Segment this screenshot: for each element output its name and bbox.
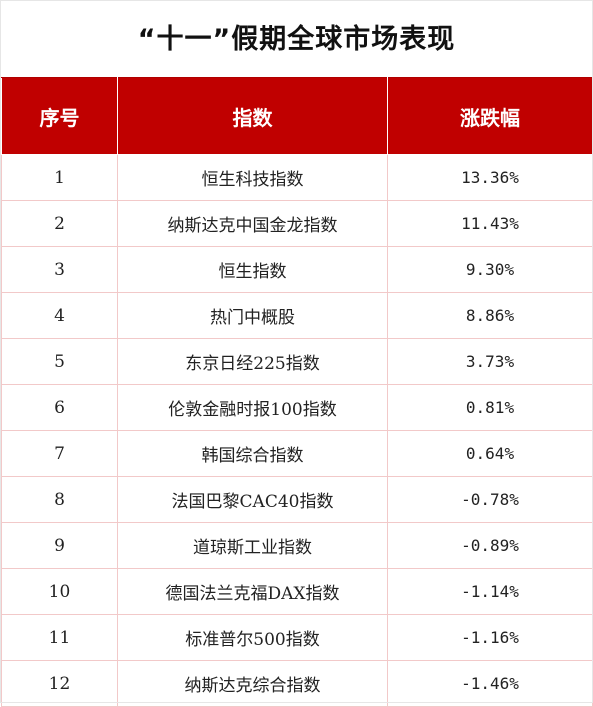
table-row: 9 道琼斯工业指数 -0.89% [1,522,593,569]
cell-change: -0.89% [387,522,593,569]
cell-seq: 4 [1,292,118,339]
header-index: 指数 [117,77,388,155]
table-row: 2 纳斯达克中国金龙指数 11.43% [1,200,593,247]
cell-index: 道琼斯工业指数 [117,522,388,569]
cell-change: -1.14% [387,568,593,615]
cell-change: 0.81% [387,384,593,431]
market-performance-table: 序号 指数 涨跌幅 1 恒生科技指数 13.36% 2 纳斯达克中国金龙指数 11.43%… [1,77,593,707]
page-title: “十一”假期全球市场表现 [137,24,456,55]
table-row: 4 热门中概股 8.86% [1,292,593,339]
cell-change: 8.86% [387,292,593,339]
cell-index: 热门中概股 [117,292,388,339]
cell-seq: 7 [1,430,118,477]
cell-index: 恒生指数 [117,246,388,293]
table-body: 1 恒生科技指数 13.36% 2 纳斯达克中国金龙指数 11.43% 3 恒生指数 9.30%… [1,154,593,707]
cell-index: 纳斯达克综合指数 [117,660,388,707]
cell-seq: 8 [1,476,118,523]
cell-seq: 3 [1,246,118,293]
cell-change: -0.78% [387,476,593,523]
cell-seq: 9 [1,522,118,569]
table-row: 3 恒生指数 9.30% [1,246,593,293]
table-row: 5 东京日经225指数 3.73% [1,338,593,385]
cell-index: 德国法兰克福DAX指数 [117,568,388,615]
table-header-row: 序号 指数 涨跌幅 [1,77,593,155]
cell-seq: 6 [1,384,118,431]
cell-seq: 10 [1,568,118,615]
cell-change: 0.64% [387,430,593,477]
cell-seq: 2 [1,200,118,247]
table-row: 10 德国法兰克福DAX指数 -1.14% [1,568,593,615]
cell-seq: 1 [1,154,118,201]
table-row: 6 伦敦金融时报100指数 0.81% [1,384,593,431]
table-row: 1 恒生科技指数 13.36% [1,154,593,201]
cell-change: -1.16% [387,614,593,661]
cell-change: 9.30% [387,246,593,293]
cell-index: 东京日经225指数 [117,338,388,385]
cell-index: 伦敦金融时报100指数 [117,384,388,431]
table-row: 11 标准普尔500指数 -1.16% [1,614,593,661]
cell-change: -1.46% [387,660,593,707]
cell-index: 标准普尔500指数 [117,614,388,661]
cell-index: 恒生科技指数 [117,154,388,201]
cell-change: 3.73% [387,338,593,385]
cell-seq: 5 [1,338,118,385]
header-change: 涨跌幅 [387,77,593,155]
cell-change: 11.43% [387,200,593,247]
cell-index: 韩国综合指数 [117,430,388,477]
table-row: 8 法国巴黎CAC40指数 -0.78% [1,476,593,523]
cell-index: 纳斯达克中国金龙指数 [117,200,388,247]
table-row: 12 纳斯达克综合指数 -1.46% [1,660,593,707]
cell-change: 13.36% [387,154,593,201]
cell-seq: 12 [1,660,118,707]
cell-index: 法国巴黎CAC40指数 [117,476,388,523]
table-row: 7 韩国综合指数 0.64% [1,430,593,477]
cell-seq: 11 [1,614,118,661]
header-seq: 序号 [1,77,118,155]
